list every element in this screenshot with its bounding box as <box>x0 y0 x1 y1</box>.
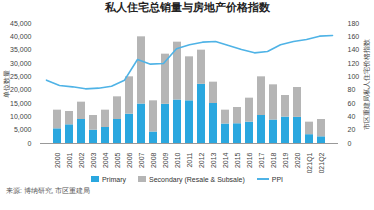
svg-text:45,000: 45,000 <box>10 20 32 27</box>
svg-text:30,000: 30,000 <box>10 60 32 67</box>
svg-text:2020: 2020 <box>294 152 301 168</box>
svg-text:2001: 2001 <box>66 152 73 168</box>
svg-text:60: 60 <box>348 100 356 107</box>
svg-text:2002: 2002 <box>78 152 85 168</box>
svg-text:2009: 2009 <box>162 152 169 168</box>
svg-text:2011: 2011 <box>186 152 193 167</box>
svg-text:2000: 2000 <box>54 152 61 168</box>
svg-text:2016: 2016 <box>246 152 253 168</box>
html-text:Primary: Primary <box>101 175 126 183</box>
html-text:私人住宅总销量与房地产价格指数: 私人住宅总销量与房地产价格指数 <box>104 1 270 13</box>
svg-text:20: 20 <box>348 126 356 133</box>
svg-text:5,000: 5,000 <box>14 126 32 133</box>
svg-text:2021Q1: 2021Q1 <box>306 152 314 173</box>
svg-text:2018: 2018 <box>270 152 277 168</box>
svg-text:2003: 2003 <box>90 152 97 168</box>
svg-text:2021Q2: 2021Q2 <box>318 152 326 173</box>
svg-text:2015: 2015 <box>234 152 241 168</box>
svg-text:2004: 2004 <box>102 152 109 168</box>
svg-text:180: 180 <box>348 20 360 27</box>
svg-text:35,000: 35,000 <box>10 46 32 53</box>
html-text:PPI: PPI <box>271 175 284 183</box>
svg-text:2014: 2014 <box>222 152 229 168</box>
svg-text:20,000: 20,000 <box>10 86 32 93</box>
svg-text:25,000: 25,000 <box>10 73 32 80</box>
svg-text:2005: 2005 <box>114 152 121 168</box>
svg-text:100: 100 <box>348 73 360 80</box>
svg-text:120: 120 <box>348 60 360 67</box>
svg-text:2006: 2006 <box>126 152 133 168</box>
svg-text:140: 140 <box>348 46 360 53</box>
svg-text:40,000: 40,000 <box>10 33 32 40</box>
svg-text:0: 0 <box>348 140 352 147</box>
svg-text:10,000: 10,000 <box>10 113 32 120</box>
svg-text:2013: 2013 <box>210 152 217 168</box>
svg-text:2008: 2008 <box>150 152 157 168</box>
html-text:Secondary (Resale & Subsale): Secondary (Resale & Subsale) <box>149 175 245 183</box>
html-text:市区重建局私人住宅价格指数: 市区重建局私人住宅价格指数 <box>363 38 370 130</box>
svg-text:2019: 2019 <box>282 152 289 168</box>
svg-text:2017: 2017 <box>258 152 265 168</box>
svg-text:2012: 2012 <box>198 152 205 168</box>
svg-text:2007: 2007 <box>138 152 145 168</box>
svg-text:0: 0 <box>28 140 32 147</box>
html-text:来源: 博纳研究, 市区重建局: 来源: 博纳研究, 市区重建局 <box>6 187 91 194</box>
svg-text:15,000: 15,000 <box>10 100 32 107</box>
html-text:单位数量: 单位数量 <box>3 70 10 98</box>
svg-text:80: 80 <box>348 86 356 93</box>
svg-text:160: 160 <box>348 33 360 40</box>
svg-text:40: 40 <box>348 113 356 120</box>
svg-text:2010: 2010 <box>174 152 181 168</box>
